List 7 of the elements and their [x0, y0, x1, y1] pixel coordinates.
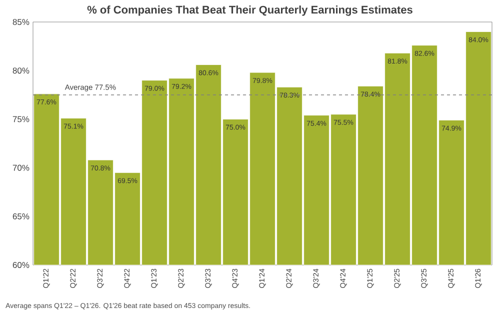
y-tick-label: 65%: [12, 213, 30, 220]
chart-title: % of Companies That Beat Their Quarterly Earnings Estimates: [87, 6, 412, 16]
y-tick-label: 75%: [12, 116, 30, 122]
y-tick-label: 70%: [12, 164, 30, 171]
y-tick-label: 60%: [12, 262, 30, 268]
y-tick-label: 80%: [12, 68, 30, 74]
y-tick-label: 85%: [12, 18, 30, 25]
